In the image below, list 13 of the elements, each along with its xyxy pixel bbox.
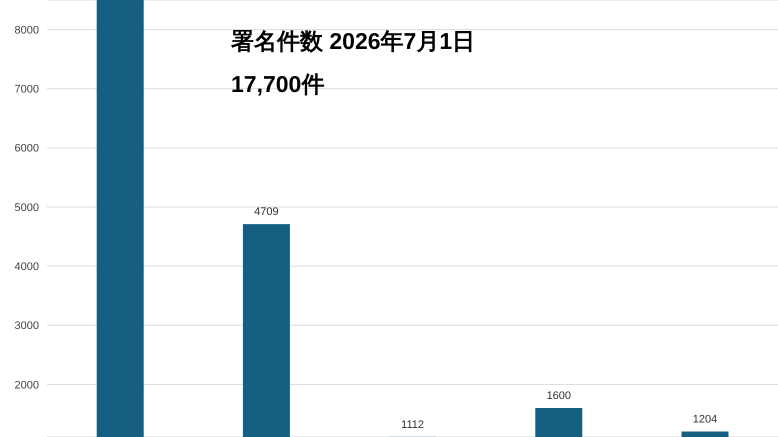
y-tick-label: 2000 [14, 379, 39, 392]
data-label: 1600 [546, 390, 572, 402]
y-tick-label: 5000 [14, 202, 39, 214]
data-label: 1204 [692, 413, 718, 426]
y-tick-label: 3000 [14, 320, 39, 332]
y-tick-label: 4000 [14, 261, 39, 274]
annotation: 17,700件 [231, 70, 324, 99]
data-label: 4709 [254, 206, 279, 218]
y-tick-label: 6000 [14, 142, 39, 155]
y-tick-label: 7000 [14, 84, 39, 96]
text: 署名件数 2026年7月1日 [231, 27, 476, 56]
y-tick-label: 8000 [14, 24, 39, 36]
data-label: 1112 [401, 418, 424, 431]
